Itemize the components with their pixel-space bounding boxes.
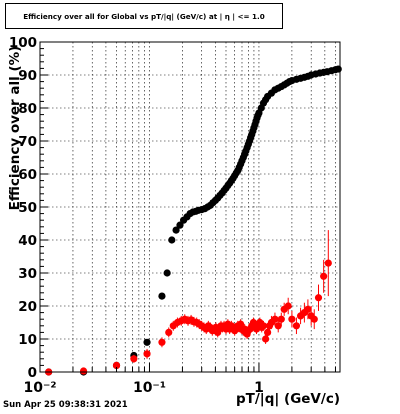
y-tick-label: 80 [18, 101, 37, 117]
red-data-point [292, 322, 301, 330]
red-data-point [284, 302, 292, 310]
black-data-point [334, 65, 342, 73]
red-data-point [274, 322, 282, 330]
black-data-point [172, 226, 180, 234]
y-axis-label: Efficiency over all (%) [7, 45, 23, 211]
red-data-point [112, 361, 121, 369]
grid-lines [40, 42, 340, 372]
red-data-point [277, 315, 285, 323]
red-data-point [320, 272, 328, 280]
footer-date: Sun Apr 25 09:38:31 2021 [3, 400, 128, 410]
red-data-point [79, 367, 88, 375]
red-data-point [264, 328, 272, 336]
black-data-point [163, 269, 171, 277]
red-data-point [304, 305, 312, 313]
y-tick-label: 30 [18, 266, 37, 282]
y-tick-label: 20 [18, 299, 37, 315]
red-data-point [271, 315, 279, 323]
y-tick-label: 90 [18, 68, 37, 84]
y-tick-label: 10 [18, 332, 37, 348]
axes: 0 10 20 30 40 50 60 70 80 90 100 10⁻² 10⁻¹ 1 [9, 35, 336, 396]
red-data-point [165, 328, 173, 336]
red-data-point [158, 338, 166, 346]
red-data-point [288, 315, 296, 323]
red-data-point [130, 355, 138, 363]
x-axis-label: pT/|q| (GeV/c) [236, 391, 340, 407]
black-data-point [176, 221, 184, 229]
y-tick-label: 60 [18, 167, 37, 183]
y-tick-label: 40 [18, 233, 37, 249]
chart-title: Efficiency over all for Global vs pT/|q|… [5, 3, 283, 29]
red-data-point [314, 294, 323, 302]
y-tick-label: 0 [28, 365, 37, 381]
black-data-point [168, 236, 176, 244]
black-data-point [158, 292, 166, 300]
y-tick-label: 70 [18, 134, 37, 150]
y-tick-label: 100 [9, 35, 37, 51]
y-tick-label: 50 [18, 200, 37, 216]
red-data-point [143, 350, 151, 358]
red-data-point [259, 322, 268, 330]
red-data-point [310, 315, 318, 323]
red-data-point [324, 259, 332, 267]
data-series [45, 65, 342, 376]
x-tick-label: 10⁻² [23, 380, 56, 396]
x-tick-label: 10⁻¹ [133, 380, 166, 396]
x-tick-label: 1 [254, 380, 264, 396]
black-data-point [143, 338, 151, 346]
